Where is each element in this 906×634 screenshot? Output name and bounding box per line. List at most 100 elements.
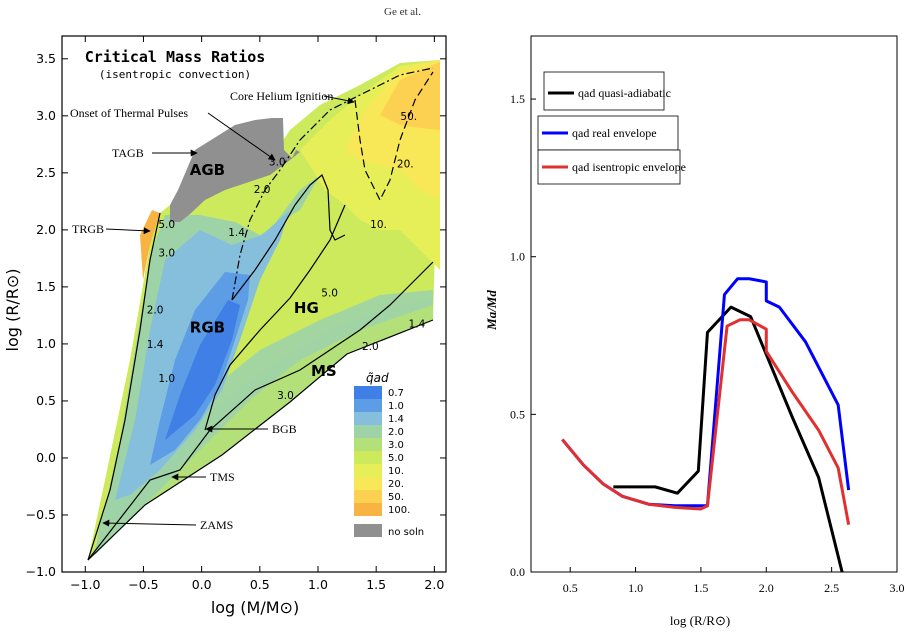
colorbar-title: q̃ad bbox=[366, 371, 389, 385]
thermal-pulse-line bbox=[231, 67, 434, 301]
series-line-0 bbox=[613, 305, 844, 572]
annotation-core-helium-ignition: Core Helium Ignition bbox=[230, 89, 333, 103]
region-label-hg: HG bbox=[294, 299, 319, 317]
region-label-rgb: RGB bbox=[190, 319, 225, 337]
colorbar-swatch bbox=[354, 490, 382, 503]
legend-label-black: qad quasi-adiabatic bbox=[578, 86, 671, 100]
left-y-tick-label: −0.5 bbox=[26, 507, 56, 522]
contour-label: 1.4 bbox=[147, 339, 164, 351]
no-soln-swatch bbox=[354, 524, 382, 537]
running-header: Ge et al. bbox=[384, 6, 421, 18]
tms-line bbox=[87, 261, 434, 561]
contour-label: 3.0 bbox=[269, 156, 286, 168]
contour-label: 1.4 bbox=[409, 318, 426, 330]
left-y-tick-label: 1.5 bbox=[36, 279, 56, 294]
colorbar-swatch bbox=[354, 503, 382, 516]
contour-label: 10. bbox=[370, 219, 387, 231]
left-y-tick-label: 2.5 bbox=[36, 165, 56, 180]
left-x-axis-label: log (M/M⊙) bbox=[211, 598, 299, 617]
right-y-tick-label: 0.5 bbox=[510, 407, 525, 421]
colorbar-level-label: 10. bbox=[388, 466, 404, 477]
chart-title: Critical Mass Ratios bbox=[85, 48, 266, 66]
left-x-tick-label: −0.5 bbox=[128, 577, 158, 592]
left-y-tick-label: 3.5 bbox=[36, 51, 56, 66]
left-y-tick-label: 1.0 bbox=[36, 336, 56, 351]
chart-subtitle: (isentropic convection) bbox=[99, 68, 251, 81]
legend-box-red bbox=[537, 149, 681, 185]
right-x-ticks: 0.5 1.0 1.5 2.0 2.5 3.0 bbox=[563, 567, 905, 595]
arrow-trgb bbox=[105, 227, 151, 235]
bgb-line bbox=[204, 204, 346, 431]
colorbar-swatch bbox=[354, 399, 382, 412]
series-line-1 bbox=[561, 277, 851, 508]
colorbar-swatch bbox=[354, 477, 382, 490]
right-x-tick-label: 2.5 bbox=[824, 581, 839, 595]
left-y-tick-label: 0.0 bbox=[36, 450, 56, 465]
contour-label: 3.0 bbox=[277, 390, 294, 402]
colorbar-swatch bbox=[354, 412, 382, 425]
annotation-trgb: TRGB bbox=[72, 222, 104, 236]
arrow-zams bbox=[102, 519, 197, 527]
colorbar-level-label: 100. bbox=[388, 505, 410, 516]
contour-label: 1.4 bbox=[228, 227, 245, 239]
annotation-zams: ZAMS bbox=[200, 518, 233, 532]
annotation-tagb: TAGB bbox=[112, 146, 144, 160]
colorbar: q̃ad 0.7 1.0 1.4 2.0 3.0 5.0 10. 20. 50. 100. no … bbox=[354, 371, 424, 538]
arrow-core-helium bbox=[323, 95, 355, 105]
left-x-tick-label: −1.0 bbox=[70, 577, 100, 592]
right-x-axis-label: log (R/R⊙) bbox=[670, 613, 730, 628]
left-y-tick-label: −1.0 bbox=[26, 564, 56, 579]
colorbar-level-label: 5.0 bbox=[388, 453, 404, 464]
right-axes-frame bbox=[530, 35, 898, 573]
left-x-tick-label: 1.5 bbox=[366, 577, 386, 592]
contour-labels: 5.0 3.0 2.0 1.4 1.0 1.4 2.0 3.0 5.0 2.0 1.4 3.0 10. 2… bbox=[147, 111, 426, 402]
right-y-tick-label: 1.0 bbox=[510, 250, 525, 264]
left-x-tick-label: 0.5 bbox=[250, 577, 270, 592]
left-x-tick-label: 0.0 bbox=[192, 577, 212, 592]
right-series bbox=[561, 277, 851, 572]
region-label-ms: MS bbox=[311, 362, 337, 380]
legend-label-blue: qad real envelope bbox=[572, 126, 657, 140]
contour-label: 3.0 bbox=[158, 248, 175, 260]
left-x-ticks: −1.0 −0.5 0.0 0.5 1.0 1.5 2.0 bbox=[70, 36, 444, 592]
colorbar-level-label: 2.0 bbox=[388, 427, 404, 438]
left-y-tick-label: 0.5 bbox=[36, 393, 56, 408]
right-y-ticks: 0.0 0.5 1.0 1.5 bbox=[510, 92, 536, 579]
heatmap-field bbox=[88, 60, 440, 560]
colorbar-swatch bbox=[354, 451, 382, 464]
annotation-thermal-pulses: Onset of Thermal Pulses bbox=[70, 106, 188, 120]
right-y-tick-label: 0.0 bbox=[510, 565, 525, 579]
colorbar-swatches: 0.7 1.0 1.4 2.0 3.0 5.0 10. 20. 50. 100. bbox=[354, 386, 410, 516]
mass-ratio-panel: 0.5 1.0 1.5 2.0 2.5 3.0 0.0 0.5 1.0 1.5 log (R/R… bbox=[484, 35, 905, 628]
right-x-tick-label: 3.0 bbox=[890, 581, 905, 595]
right-y-axis-label: Ma/Md bbox=[484, 290, 499, 331]
critical-mass-ratios-panel: −1.0 −0.5 0.0 0.5 1.0 1.5 2.0 −1.0 −0.5 0.0 0.5 1.… bbox=[3, 35, 447, 617]
right-y-tick-label: 1.5 bbox=[510, 92, 525, 106]
contour-label: 2.0 bbox=[254, 184, 271, 196]
colorbar-level-label: 3.0 bbox=[388, 440, 404, 451]
contour-label: 1.0 bbox=[158, 373, 175, 385]
series-line-2 bbox=[561, 318, 851, 525]
contour-label: 5.0 bbox=[321, 288, 338, 300]
arrow-thermal-pulses bbox=[207, 112, 276, 161]
contour-label: 5.0 bbox=[158, 219, 175, 231]
annotation-bgb: BGB bbox=[272, 422, 297, 436]
region-label-agb: AGB bbox=[190, 161, 225, 179]
colorbar-swatch bbox=[354, 386, 382, 399]
he-ignition-track bbox=[231, 174, 346, 301]
no-soln-label: no soln bbox=[388, 527, 424, 538]
colorbar-swatch bbox=[354, 464, 382, 477]
right-x-tick-label: 0.5 bbox=[563, 581, 578, 595]
legend-label-red: qad isentropic envelope bbox=[572, 160, 686, 174]
left-y-tick-label: 3.0 bbox=[36, 108, 56, 123]
region-labels: AGB RGB HG MS bbox=[190, 161, 337, 380]
left-y-axis-label: log (R/R⊙) bbox=[3, 269, 22, 352]
left-y-ticks: −1.0 −0.5 0.0 0.5 1.0 1.5 2.0 2.5 3.0 3.5 bbox=[26, 51, 446, 579]
colorbar-level-label: 1.4 bbox=[388, 414, 404, 425]
contour-label: 2.0 bbox=[147, 305, 164, 317]
annotations: Core Helium Ignition Onset of Thermal Pu… bbox=[70, 89, 355, 532]
contour-label: 50. bbox=[400, 111, 417, 123]
trgb-line bbox=[87, 212, 161, 561]
legend: qad quasi-adiabatic qad real envelope qa… bbox=[537, 71, 686, 185]
